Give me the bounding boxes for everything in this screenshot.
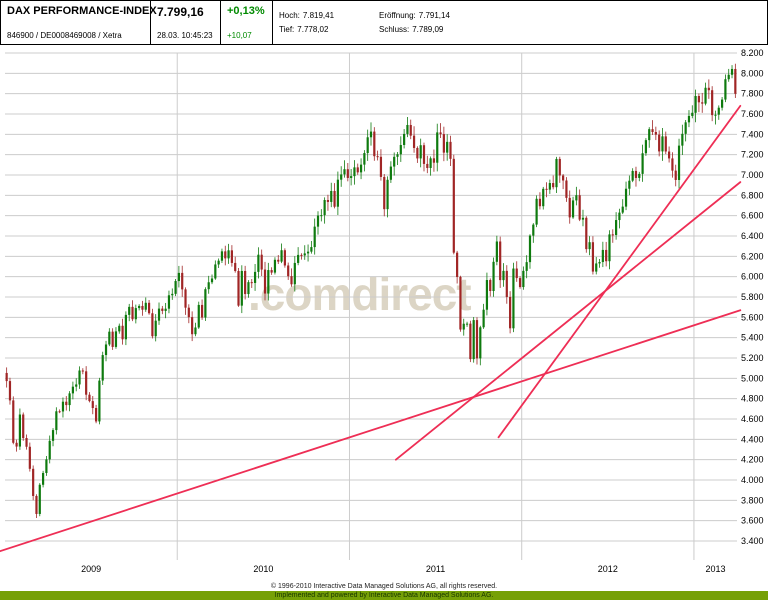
svg-text:4.400: 4.400 — [741, 434, 764, 444]
svg-text:7.200: 7.200 — [741, 150, 764, 160]
chart-area: .comdirect 8.200 8.000 7.800 7.600 7.400 7.20… — [0, 45, 768, 582]
close-value: 7.789,09 — [412, 25, 444, 34]
svg-text:4.800: 4.800 — [741, 394, 764, 404]
instrument-id: 846900 / DE0008469008 / Xetra — [7, 31, 122, 40]
svg-text:5.000: 5.000 — [741, 373, 764, 383]
low-value: 7.778,02 — [297, 25, 329, 34]
change-percent: +0,13% — [227, 5, 265, 17]
svg-text:2013: 2013 — [705, 564, 725, 574]
high-value: 7.819,41 — [302, 11, 335, 20]
svg-text:3.800: 3.800 — [741, 495, 764, 505]
svg-text:6.800: 6.800 — [741, 190, 764, 200]
svg-text:2010: 2010 — [253, 564, 273, 574]
svg-text:7.600: 7.600 — [741, 109, 764, 119]
svg-text:5.200: 5.200 — [741, 353, 764, 363]
svg-text:7.400: 7.400 — [741, 129, 764, 139]
high-label: Hoch: — [279, 11, 300, 20]
svg-text:7.000: 7.000 — [741, 170, 764, 180]
powered-by-line: Implemented and powered by Interactive D… — [0, 591, 768, 600]
chart-footer: © 1996-2010 Interactive Data Managed Sol… — [0, 582, 768, 600]
price-section: 7.799,16 28.03. 10:45:23 — [151, 1, 221, 44]
svg-text:5.600: 5.600 — [741, 312, 764, 322]
ohlc-row-1: Hoch: 7.819,41 Eröffnung: 7.791,14 — [279, 11, 761, 20]
svg-text:3.400: 3.400 — [741, 536, 764, 546]
quote-header: DAX PERFORMANCE-INDEX 846900 / DE0008469… — [0, 0, 768, 45]
last-price: 7.799,16 — [157, 5, 204, 19]
change-absolute: +10,07 — [227, 31, 252, 40]
open-value: 7.791,14 — [418, 11, 450, 20]
svg-text:6.000: 6.000 — [741, 272, 764, 282]
svg-text:6.600: 6.600 — [741, 211, 764, 221]
change-section: +0,13% +10,07 — [221, 1, 273, 44]
svg-text:4.200: 4.200 — [741, 455, 764, 465]
svg-text:8.000: 8.000 — [741, 68, 764, 78]
svg-text:5.800: 5.800 — [741, 292, 764, 302]
svg-text:2009: 2009 — [81, 564, 101, 574]
close-label: Schluss: — [379, 25, 410, 34]
instrument-section: DAX PERFORMANCE-INDEX 846900 / DE0008469… — [1, 1, 157, 44]
svg-text:4.000: 4.000 — [741, 475, 764, 485]
svg-text:3.600: 3.600 — [741, 516, 764, 526]
svg-text:2012: 2012 — [598, 564, 618, 574]
low-label: Tief: — [279, 25, 295, 34]
instrument-title: DAX PERFORMANCE-INDEX — [7, 5, 157, 17]
svg-text:7.800: 7.800 — [741, 89, 764, 99]
ohlc-row-2: Tief: 7.778,02 Schluss: 7.789,09 — [279, 25, 761, 34]
copyright-line: © 1996-2010 Interactive Data Managed Sol… — [0, 582, 768, 591]
open-label: Eröffnung: — [379, 11, 416, 20]
svg-text:2011: 2011 — [426, 564, 445, 574]
svg-text:6.200: 6.200 — [741, 251, 764, 261]
svg-text:6.400: 6.400 — [741, 231, 764, 241]
quote-timestamp: 28.03. 10:45:23 — [157, 31, 213, 40]
svg-text:8.200: 8.200 — [741, 48, 764, 58]
ohlc-section: Hoch: 7.819,41 Eröffnung: 7.791,14 Tief: 7.… — [273, 1, 767, 44]
svg-text:5.400: 5.400 — [741, 333, 764, 343]
candlestick-chart: 8.200 8.000 7.800 7.600 7.400 7.200 7.000 6.800… — [0, 45, 768, 582]
svg-text:4.600: 4.600 — [741, 414, 764, 424]
